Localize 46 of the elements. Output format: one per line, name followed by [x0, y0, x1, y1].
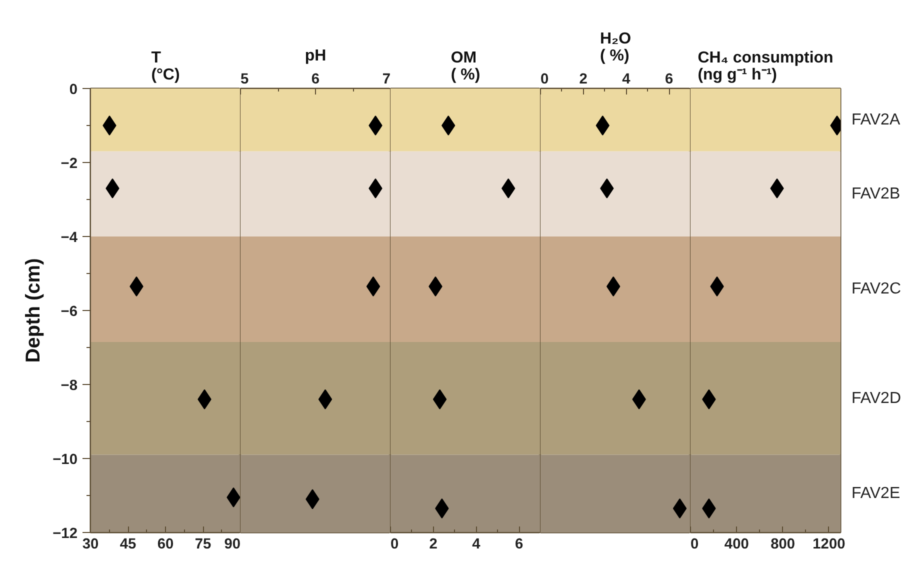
x-tick-label: 2	[429, 536, 438, 552]
y-tick-label: −2	[60, 156, 78, 172]
x-tick-label: 75	[194, 536, 212, 552]
x-tick-label: 0	[690, 536, 699, 552]
chart-title: T (°C)	[151, 50, 180, 84]
point	[442, 116, 456, 136]
y-tick-label: −6	[60, 304, 78, 320]
band-label: FAV2B	[852, 185, 900, 202]
x-tick-label: 6	[311, 72, 320, 88]
x-tick-label: 60	[157, 536, 174, 552]
band-label: FAV2D	[852, 390, 901, 407]
band-label: FAV2C	[852, 280, 901, 298]
x-tick-label: 2	[579, 72, 588, 88]
point	[596, 116, 610, 136]
chart-title: CH₄ consumption (ng g⁻¹ h⁻¹)	[698, 50, 834, 84]
point	[368, 116, 382, 136]
x-tick-label: 0	[540, 72, 549, 88]
point	[432, 389, 447, 410]
chart-title: OM ( %)	[450, 50, 480, 84]
y-tick-label: −8	[60, 378, 78, 394]
y-tick-label: −10	[52, 452, 78, 468]
x-tick-label: 7	[382, 72, 391, 88]
x-tick-label: 800	[770, 536, 796, 552]
y-tick-label: 0	[69, 82, 78, 98]
x-tick-label: 6	[664, 72, 674, 88]
band-label: FAV2E	[852, 485, 900, 502]
chart-title: H₂O ( %)	[600, 30, 632, 64]
x-tick-label: 4	[622, 72, 632, 88]
x-tick-label: 30	[82, 536, 99, 552]
x-tick-label: 1200	[812, 536, 846, 552]
x-tick-label: 0	[390, 536, 399, 552]
x-tick-label: 90	[224, 536, 241, 552]
x-tick-label: 4	[472, 536, 482, 552]
chart-title: pH	[304, 48, 326, 64]
point	[102, 116, 116, 136]
point	[318, 389, 332, 410]
x-tick-label: 6	[514, 536, 524, 552]
x-tick-label: 45	[120, 536, 136, 552]
y-axis-title: Depth (cm)	[22, 258, 45, 363]
x-tick-label: 5	[240, 72, 249, 88]
x-tick-label: 400	[724, 536, 749, 552]
point	[366, 276, 380, 296]
y-tick-label: −4	[60, 230, 78, 246]
point	[672, 498, 687, 518]
y-tick-label: −12	[52, 526, 78, 542]
band-label: FAV2A	[852, 111, 900, 128]
